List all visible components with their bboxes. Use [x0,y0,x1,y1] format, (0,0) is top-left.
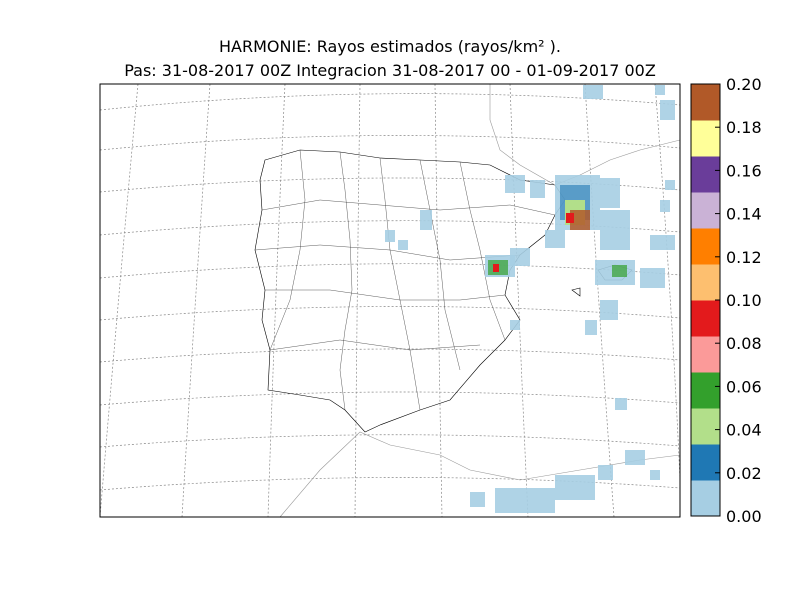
colorbar-tick-label: 0.02 [726,464,762,483]
colorbar-band [691,336,720,373]
colorbar-tick-label: 0.12 [726,248,762,267]
map [99,83,681,518]
colorbar-band [691,408,720,445]
colorbar-tick-label: 0.14 [726,205,762,224]
colorbar-tick-label: 0.16 [726,161,762,180]
lightning-cells [385,85,675,513]
graticule [99,83,681,518]
colorbar-tick-label: 0.06 [726,377,762,396]
colorbar-tick-label: 0.04 [726,421,762,440]
colorbar-tick-label: 0.10 [726,291,762,310]
colorbar-band [691,444,720,481]
colorbar-band [691,192,720,229]
colorbar-band [691,480,720,517]
lightning-cores [488,185,627,277]
map-subtitle: Pas: 31-08-2017 00Z Integracion 31-08-20… [124,61,656,80]
colorbar-band [691,228,720,265]
colorbar: 0.00 0.02 0.04 0.06 0.08 0.10 0.12 0.14 0.16 0.18… [690,75,762,526]
colorbar-tick-label: 0.18 [726,118,762,137]
region-borders [254,149,556,411]
colorbar-tick-label: 0.20 [726,75,762,94]
colorbar-band [691,372,720,409]
colorbar-tick-label: 0.08 [726,334,762,353]
colorbar-band [691,264,720,301]
colorbar-tick-label: 0.00 [726,507,762,526]
colorbar-band [691,300,720,337]
colorbar-band [691,120,720,157]
map-frame [99,83,681,518]
map-title: HARMONIE: Rayos estimados (rayos/km² ). [219,37,561,56]
colorbar-band [691,84,720,121]
map-frame-bg [100,84,680,517]
colorbar-band [691,156,720,193]
